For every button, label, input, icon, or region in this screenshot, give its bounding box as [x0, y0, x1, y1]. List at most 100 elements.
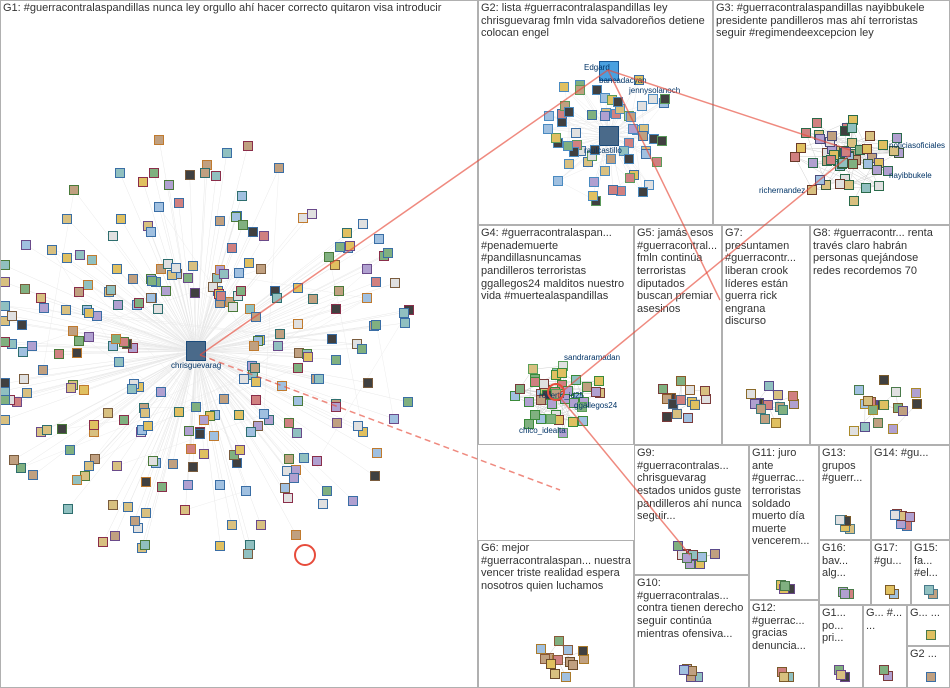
- network-node: [873, 418, 883, 428]
- network-node: [275, 329, 285, 339]
- node-label: noticiasoficiales: [889, 141, 945, 150]
- network-node: [0, 337, 10, 347]
- network-node: [543, 124, 553, 134]
- network-node: [844, 180, 854, 190]
- network-node: [209, 431, 219, 441]
- network-node: [72, 348, 82, 358]
- network-node: [307, 209, 317, 219]
- network-node: [690, 400, 700, 410]
- network-node: [241, 486, 251, 496]
- network-node: [544, 111, 554, 121]
- network-node: [54, 349, 64, 359]
- network-node: [564, 107, 574, 117]
- group-label: G14: #gu...: [874, 447, 930, 460]
- network-node: [370, 471, 380, 481]
- network-node: [164, 180, 174, 190]
- network-node: [676, 395, 686, 405]
- network-node: [879, 665, 889, 675]
- network-node: [74, 287, 84, 297]
- network-node: [27, 341, 37, 351]
- network-node: [710, 549, 720, 559]
- network-node: [21, 240, 31, 250]
- edges-layer: [1, 1, 478, 688]
- network-node: [157, 482, 167, 492]
- network-node: [174, 198, 184, 208]
- network-node: [36, 293, 46, 303]
- network-node: [74, 336, 84, 346]
- network-node: [112, 264, 122, 274]
- network-node: [200, 168, 210, 178]
- network-node: [335, 242, 345, 252]
- network-node: [911, 388, 921, 398]
- network-node: [334, 286, 344, 296]
- network-node: [528, 364, 538, 374]
- network-node: [594, 376, 604, 386]
- network-node: [312, 456, 322, 466]
- network-node: [277, 381, 287, 391]
- network-node: [801, 128, 811, 138]
- network-node: [324, 252, 334, 262]
- network-node: [259, 409, 269, 419]
- network-node: [331, 402, 341, 412]
- network-node: [191, 402, 201, 412]
- network-node: [327, 334, 337, 344]
- network-node: [128, 274, 138, 284]
- network-node: [600, 166, 610, 176]
- group-label: G7: presuntamen #guerracontr... liberan …: [725, 227, 809, 328]
- network-node: [84, 461, 94, 471]
- network-node: [568, 660, 578, 670]
- network-node: [228, 302, 238, 312]
- network-node: [625, 173, 635, 183]
- network-node: [116, 214, 126, 224]
- network-node: [0, 415, 10, 425]
- network-node: [683, 413, 693, 423]
- network-node: [628, 124, 638, 134]
- network-node: [284, 418, 294, 428]
- network-node: [195, 429, 205, 439]
- network-node: [190, 288, 200, 298]
- network-node: [148, 456, 158, 466]
- network-node: [331, 304, 341, 314]
- network-node: [61, 305, 71, 315]
- network-node: [756, 404, 766, 414]
- network-node: [400, 318, 410, 328]
- network-node: [98, 537, 108, 547]
- network-node: [0, 395, 10, 405]
- network-node: [69, 185, 79, 195]
- network-node: [898, 406, 908, 416]
- network-node: [564, 159, 574, 169]
- network-node: [62, 253, 72, 263]
- network-node: [20, 284, 30, 294]
- network-node: [760, 414, 770, 424]
- network-node: [746, 389, 756, 399]
- network-node: [399, 308, 409, 318]
- network-node: [788, 391, 798, 401]
- network-node: [331, 355, 341, 365]
- network-node: [111, 334, 121, 344]
- network-node: [66, 383, 76, 393]
- network-node: [248, 227, 258, 237]
- network-node: [7, 311, 17, 321]
- network-node: [143, 421, 153, 431]
- network-node: [591, 387, 601, 397]
- network-node: [808, 158, 818, 168]
- group-panel-g6: G6: mejor #guerracontralaspan... nuestra…: [478, 540, 634, 688]
- network-node: [862, 144, 872, 154]
- network-node: [72, 475, 82, 485]
- network-node: [362, 293, 372, 303]
- network-node: [863, 396, 873, 406]
- network-node: [113, 300, 123, 310]
- network-node: [861, 183, 871, 193]
- network-node: [246, 427, 256, 437]
- hub-label: chrisguevarag: [171, 361, 221, 370]
- group-panel-g2: G2: lista #guerracontralaspandillas ley …: [478, 0, 713, 225]
- network-node: [140, 540, 150, 550]
- network-node: [848, 159, 858, 169]
- group-label: G2: lista #guerracontralaspandillas ley …: [481, 2, 712, 40]
- network-node: [146, 293, 156, 303]
- network-node: [912, 399, 922, 409]
- network-node: [89, 420, 99, 430]
- network-node: [812, 118, 822, 128]
- network-node: [183, 273, 193, 283]
- group-panel-g18: G1... po... pri...: [819, 605, 863, 688]
